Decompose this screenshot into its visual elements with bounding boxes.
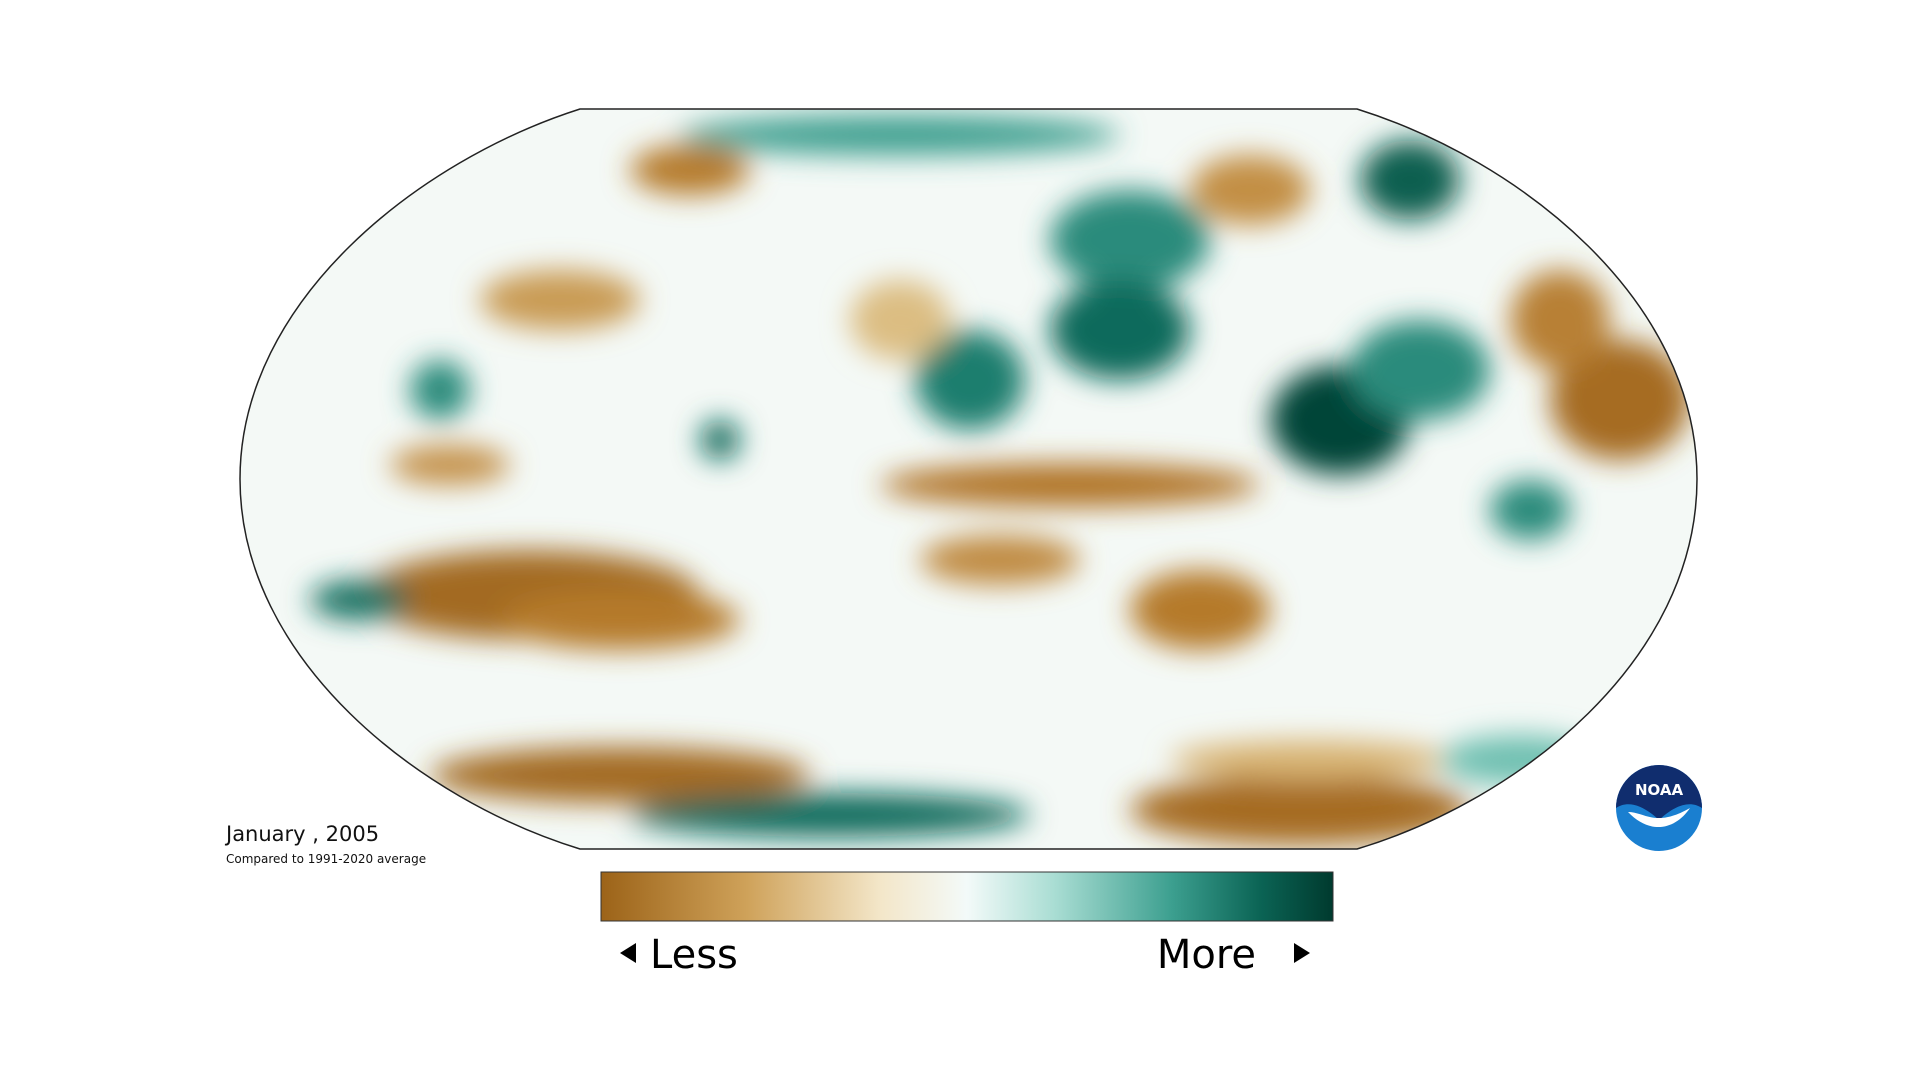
logo-text: NOAA [1635,781,1684,799]
subtitle: Compared to 1991-2020 average [226,852,426,866]
map-outline [239,108,1698,850]
color-bar [600,871,1334,922]
noaa-logo: NOAA [1616,765,1702,851]
more-arrow [1294,943,1310,963]
less-label: Less [650,932,738,978]
less-arrow [620,943,636,963]
more-label: More [1157,932,1256,978]
anomaly-map [240,109,1697,849]
date-label: January , 2005 [224,822,379,846]
